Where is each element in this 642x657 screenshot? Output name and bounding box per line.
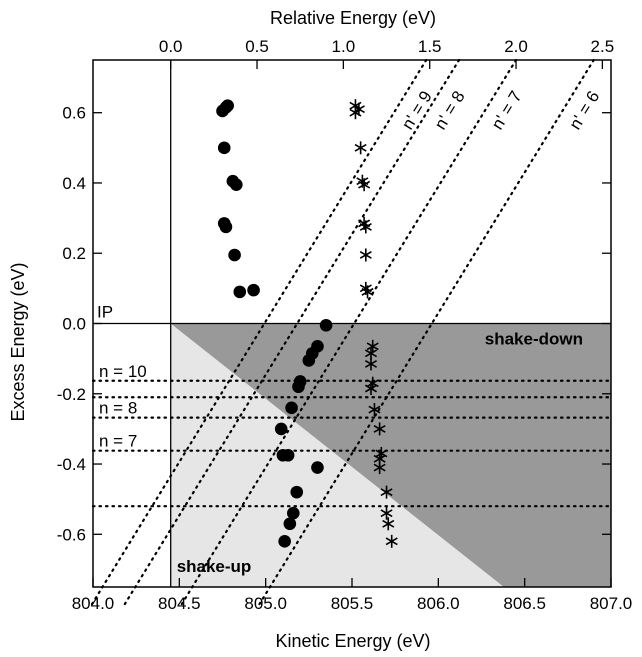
y-tick-label-2: -0.2	[57, 385, 86, 404]
x-tick-label-6: 807.0	[590, 594, 633, 613]
shaded-regions	[170, 323, 611, 587]
asterisk-point-8	[359, 248, 372, 262]
asterisk-point-2	[349, 106, 362, 120]
circle-point-9	[233, 285, 247, 299]
circle-point-14	[302, 354, 316, 367]
circle-point-10	[247, 283, 260, 297]
asterisk-point-15	[364, 381, 378, 395]
circle-point-21	[311, 461, 324, 474]
asterisk-point-20	[373, 461, 386, 475]
shake-up-label: shake-up	[177, 557, 252, 576]
y-tick-label-1: -0.4	[57, 455, 86, 474]
x-tick-label-2: 805.0	[244, 594, 287, 613]
asterisk-point-24	[385, 534, 398, 548]
x-tick-label-1: 804.5	[158, 594, 201, 613]
x-axis-title: Kinetic Energy (eV)	[275, 631, 430, 651]
y-tick-label-5: 0.4	[62, 174, 86, 193]
asterisk-point-23	[382, 517, 395, 531]
asterisk-point-13	[364, 357, 378, 371]
asterisk-point-5	[358, 178, 371, 192]
nprime-line-2	[180, 58, 518, 606]
x2-tick-label-0: 0.0	[159, 37, 183, 56]
asterisk-point-11	[366, 339, 379, 353]
circle-point-7	[219, 220, 233, 234]
circle-point-17	[285, 401, 298, 415]
level-label-0: n = 10	[99, 362, 147, 381]
circle-point-25	[278, 535, 291, 548]
x-tick-label-0: 804.0	[72, 594, 115, 613]
circle-point-3	[217, 141, 231, 155]
asterisk-point-3	[354, 141, 367, 155]
circle-point-24	[283, 517, 297, 531]
y-tick-label-4: 0.2	[62, 244, 86, 263]
x-tick-label-4: 806.0	[417, 594, 460, 613]
x2-tick-label-1: 0.5	[245, 37, 269, 56]
circle-point-18	[274, 422, 288, 436]
level-label-2: n = 8	[99, 399, 137, 418]
nprime-line-1	[123, 58, 461, 606]
x-tick-label-3: 805.5	[331, 594, 374, 613]
y-tick-label-6: 0.6	[62, 104, 86, 123]
asterisk-point-21	[380, 485, 393, 499]
asterisk-point-17	[373, 422, 386, 436]
text-labels: n = 10 n = 8 n = 7 n' = 9n' = 8 n' = 7 n' = 6…	[57, 37, 633, 613]
reference-lines	[90, 58, 613, 606]
circle-point-11	[319, 318, 333, 332]
data-points	[216, 99, 398, 548]
asterisk-point-10	[361, 285, 374, 299]
axis-ticks	[92, 60, 612, 587]
circle-point-8	[228, 248, 241, 262]
ip-label: IP	[97, 303, 113, 322]
x2-tick-label-2: 1.0	[332, 37, 356, 56]
nprime-line-3	[258, 58, 595, 606]
asterisk-point-16	[368, 403, 381, 417]
y-axis-title: Excess Energy (eV)	[8, 262, 28, 421]
x2-tick-label-3: 1.5	[418, 37, 442, 56]
nprime-label-1: n' = 8	[431, 88, 469, 133]
circle-point-23	[286, 506, 300, 520]
shake-down-label: shake-down	[485, 330, 583, 349]
circle-point-16	[292, 380, 305, 394]
y-tick-label-0: -0.6	[57, 525, 86, 544]
x-tick-label-5: 806.5	[503, 594, 546, 613]
circle-point-22	[290, 485, 304, 499]
level-label-3: n = 7	[99, 432, 137, 451]
circle-point-2	[221, 99, 234, 112]
nprime-label-2: n' = 7	[488, 88, 526, 133]
nprime-line-0	[90, 58, 428, 606]
x2-axis-title: Relative Energy (eV)	[270, 8, 436, 28]
circle-point-20	[281, 448, 295, 462]
x2-tick-label-5: 2.5	[591, 37, 615, 56]
asterisk-point-22	[380, 506, 393, 520]
x2-tick-label-4: 2.0	[504, 37, 528, 56]
asterisk-point-7	[359, 220, 372, 234]
shake-down-region	[170, 323, 611, 587]
nprime-label-3: n' = 6	[565, 88, 603, 133]
y-tick-label-3: 0.0	[62, 315, 86, 334]
nprime-label-0: n' = 9	[398, 88, 436, 133]
circle-point-5	[230, 178, 243, 192]
